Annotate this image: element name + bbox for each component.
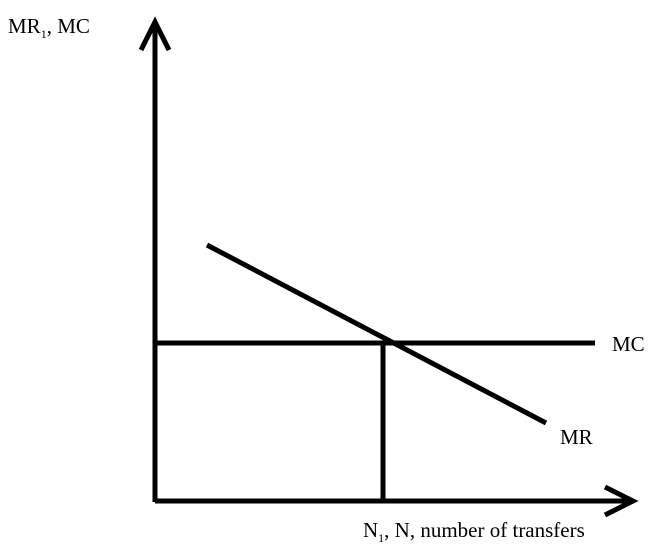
mc-label: MC: [612, 332, 645, 356]
y-axis-arrow: [138, 16, 172, 52]
x-axis-label: N1, N, number of transfers: [363, 518, 585, 545]
y-axis-label-main: MR: [8, 14, 41, 38]
y-axis-label-rest: , MC: [47, 14, 90, 38]
mr-label: MR: [560, 425, 593, 449]
x-axis-arrow: [603, 484, 639, 518]
y-axis-label-sub: 1: [41, 27, 47, 41]
x-axis-label-main: N: [363, 518, 378, 542]
y-axis-label: MR1, MC: [8, 14, 90, 41]
x-axis-label-rest: , N, number of transfers: [384, 518, 585, 542]
mr-line: [205, 242, 548, 426]
x-axis-label-sub: 1: [378, 531, 384, 545]
